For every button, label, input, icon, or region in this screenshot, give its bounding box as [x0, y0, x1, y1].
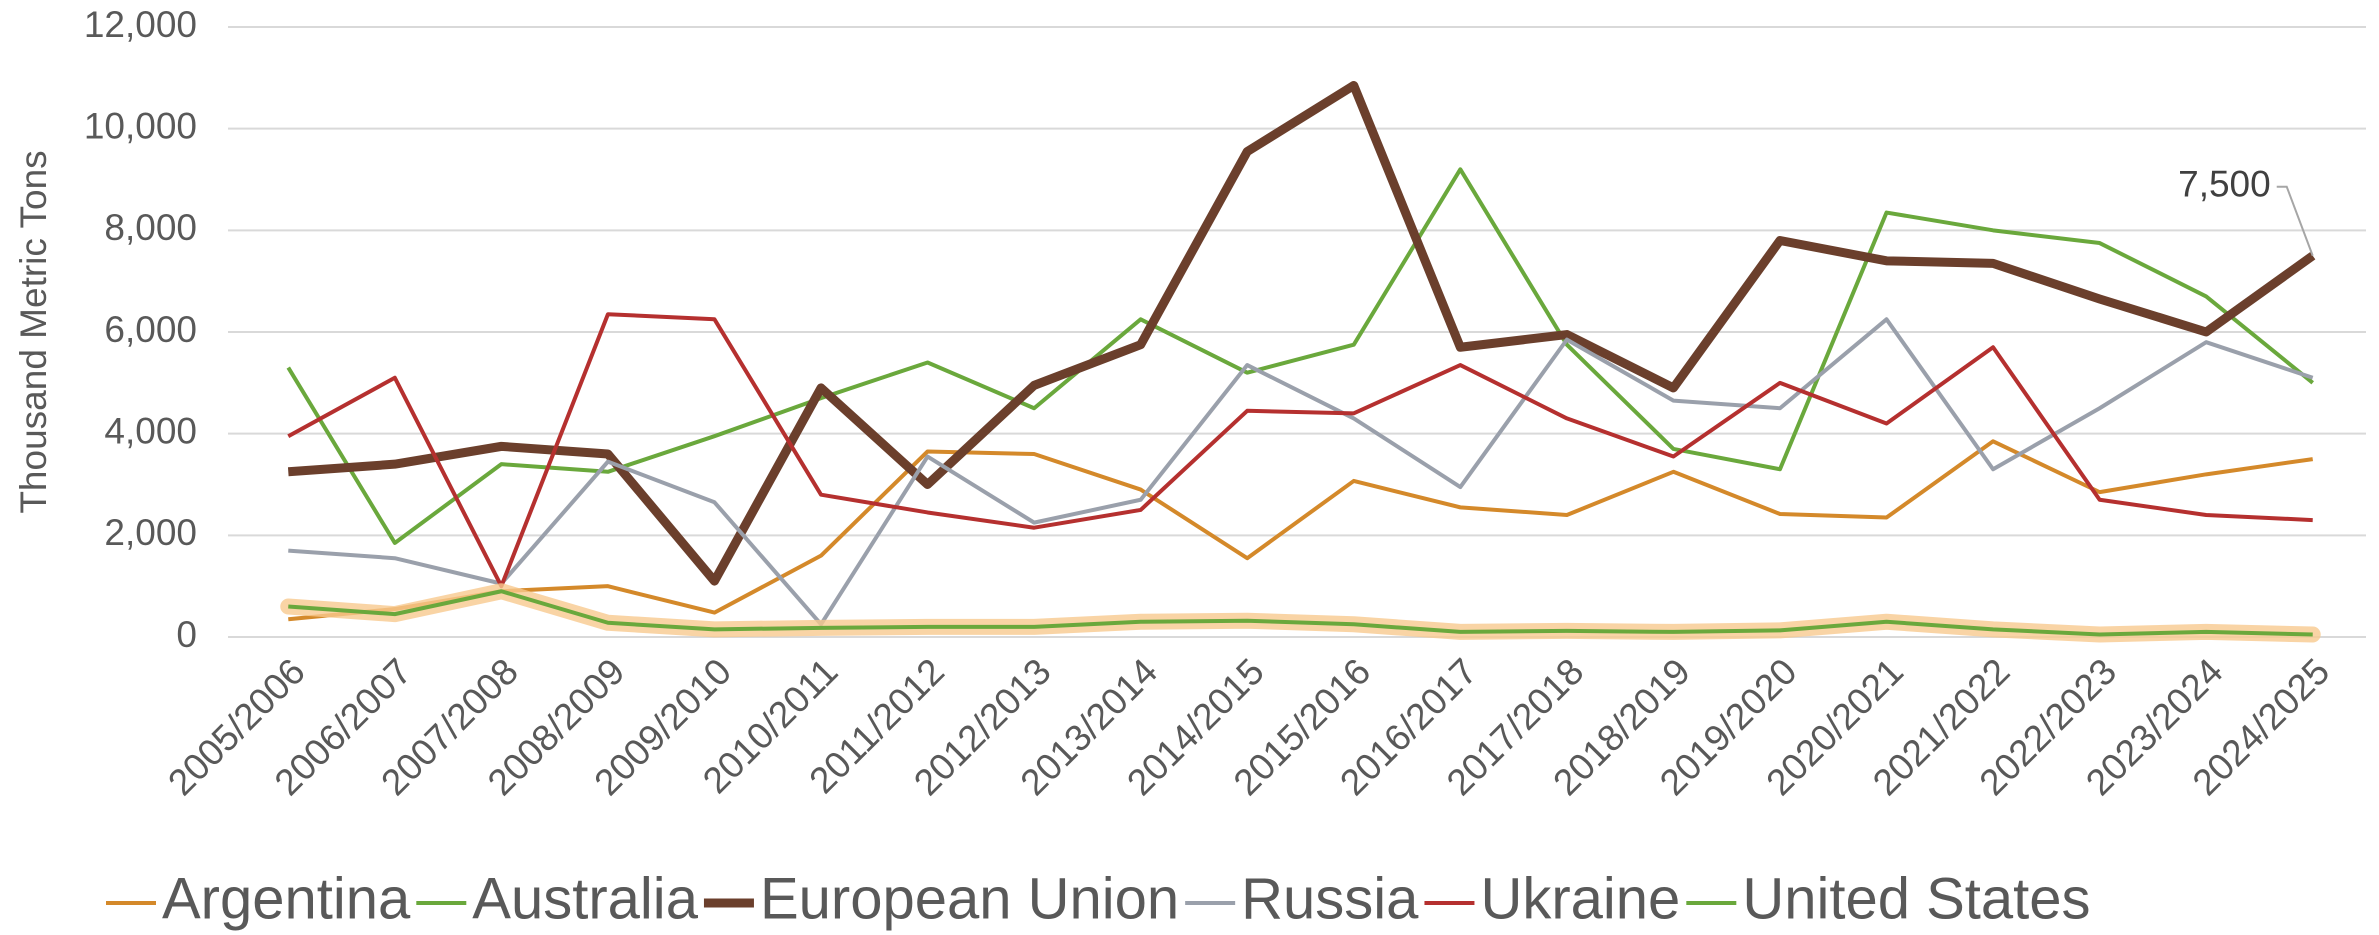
- series-line: [288, 317, 2314, 627]
- legend-label: European Union: [760, 866, 1179, 931]
- legend-label: Ukraine: [1480, 866, 1680, 931]
- legend-label: Australia: [472, 866, 698, 931]
- y-tick-label: 4,000: [104, 410, 197, 451]
- y-tick-label: 8,000: [104, 207, 197, 248]
- y-tick-label: 0: [176, 614, 197, 655]
- y-tick-label: 6,000: [104, 309, 197, 350]
- series-line: [288, 439, 2314, 622]
- legend-label: Russia: [1241, 866, 1419, 931]
- series-line: [286, 167, 2314, 545]
- legend-label: United States: [1742, 866, 2090, 931]
- series-line: [287, 312, 2313, 589]
- y-tick-label: 10,000: [84, 105, 197, 146]
- annotation-leader: [2276, 185, 2314, 257]
- series-line: [288, 589, 2313, 637]
- annotation: 7,500: [2178, 164, 2271, 205]
- line-glow: [280, 583, 2321, 643]
- legend-label: Argentina: [162, 866, 411, 931]
- y-axis-title: Thousand Metric Tons: [13, 150, 54, 513]
- series-line: [287, 80, 2316, 586]
- y-tick-label: 12,000: [84, 4, 197, 45]
- y-tick-label: 2,000: [104, 512, 197, 553]
